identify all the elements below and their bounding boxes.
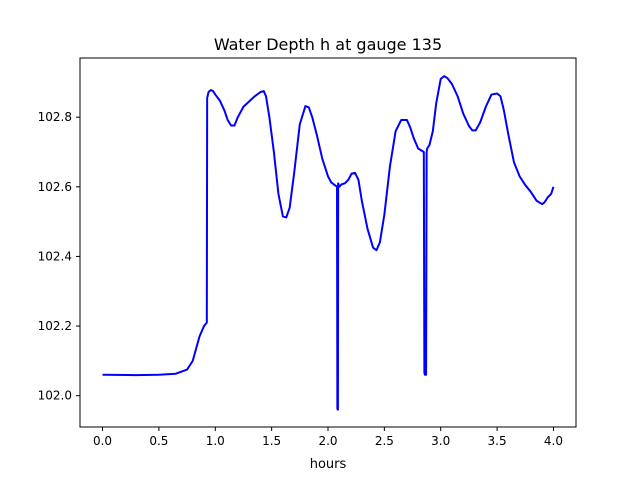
x-tick-label: 3.5 [488, 434, 507, 448]
y-tick-label: 102.0 [38, 389, 72, 403]
series-line-0 [102, 75, 555, 411]
x-tick-label: 1.5 [262, 434, 281, 448]
plot-area [102, 75, 555, 411]
y-tick-label: 102.6 [38, 180, 72, 194]
y-tick-label: 102.2 [38, 319, 72, 333]
x-tick-label: 0.0 [93, 434, 112, 448]
x-tick-label: 3.0 [431, 434, 450, 448]
x-tick-label: 1.0 [206, 434, 225, 448]
y-tick-label: 102.8 [38, 110, 72, 124]
x-tick-label: 2.5 [375, 434, 394, 448]
y-tick-label: 102.4 [38, 249, 72, 263]
chart-title: Water Depth h at gauge 135 [214, 35, 442, 54]
x-tick-label: 2.0 [318, 434, 337, 448]
x-tick-label: 4.0 [544, 434, 563, 448]
x-tick-label: 0.5 [149, 434, 168, 448]
plot-frame [79, 57, 577, 428]
x-axis-label: hours [310, 457, 347, 472]
axes: 0.0 0.5 1.0 1.5 2.0 2.5 3.0 3.5 4.0 102.0 102.2 102… [38, 110, 563, 448]
